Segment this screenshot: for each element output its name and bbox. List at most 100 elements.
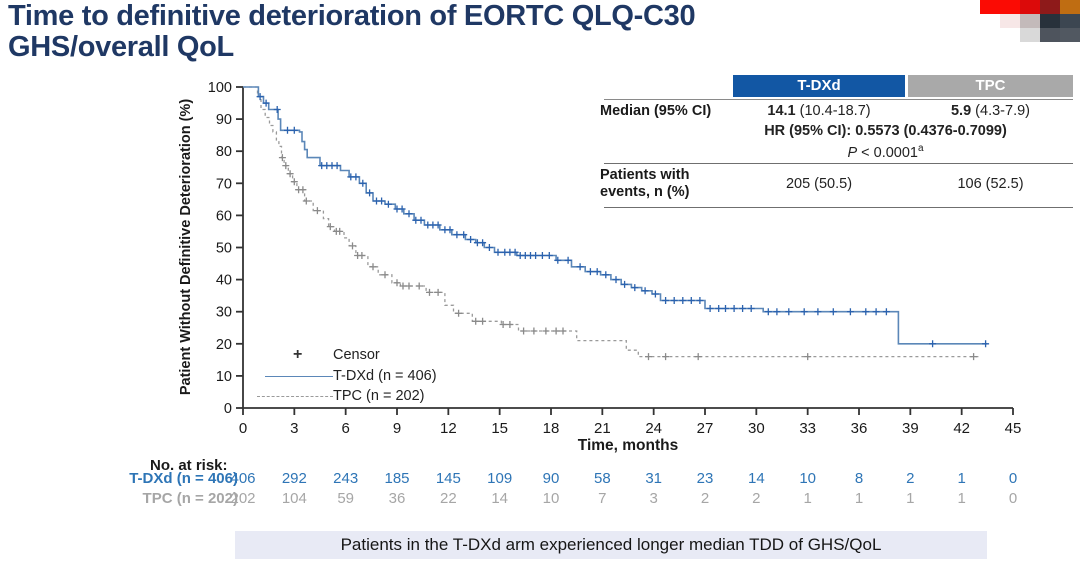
y-tick-label: 20	[216, 337, 232, 353]
x-tick-label: 3	[290, 420, 298, 437]
at-risk-value: 3	[649, 490, 657, 507]
y-tick-label: 90	[216, 112, 232, 128]
censor-mark	[679, 297, 687, 304]
p-value-line: P < 0.0001a	[718, 143, 1053, 161]
x-tick-label: 30	[748, 420, 765, 437]
censor-mark	[384, 200, 392, 208]
censor-mark	[499, 321, 507, 328]
censor-mark	[602, 271, 610, 279]
y-tick-label: 30	[216, 305, 232, 321]
censor-mark	[520, 327, 528, 335]
at-risk-value: 14	[491, 490, 508, 507]
events-row-label-line2: events, n (%)	[600, 184, 690, 200]
censor-mark	[554, 256, 562, 264]
censor-mark	[453, 231, 461, 239]
median-tpc-number: 5.9	[950, 103, 972, 119]
events-row-label-line1: Patients with	[600, 167, 690, 183]
censor-mark	[359, 179, 367, 187]
censor-mark	[398, 205, 406, 213]
censor-mark	[542, 327, 550, 335]
x-tick-label: 6	[341, 420, 349, 437]
censor-mark	[446, 226, 454, 234]
censor-mark	[286, 170, 294, 178]
at-risk-row-label-tpc: TPC (n = 202)	[142, 490, 238, 507]
median-row-label: Median (95% CI)	[600, 103, 712, 119]
censor-mark	[662, 353, 670, 361]
at-risk-value: 10	[799, 470, 816, 487]
censor-mark	[929, 340, 937, 348]
censor-mark	[631, 284, 639, 292]
page-title-line1: Time to definitive deterioration of EORT…	[8, 0, 696, 32]
at-risk-value: 1	[855, 490, 863, 507]
at-risk-value: 243	[333, 470, 358, 487]
logo-pixel	[1000, 14, 1020, 28]
censor-mark	[641, 287, 649, 295]
censor-mark	[545, 252, 553, 259]
censor-mark	[290, 178, 298, 186]
censor-mark	[426, 288, 433, 296]
censor-mark	[366, 189, 374, 197]
censor-mark	[621, 280, 629, 288]
median-tdxd-ci: (10.4-18.7)	[795, 103, 871, 119]
x-tick-label: 9	[393, 420, 401, 437]
censor-mark	[829, 308, 837, 316]
censor-mark	[846, 308, 854, 316]
censor-mark	[393, 279, 401, 287]
censor-mark	[302, 197, 310, 205]
censor-mark	[369, 263, 377, 271]
censor-mark	[256, 93, 264, 101]
legend-tpc-line-swatch	[257, 396, 333, 397]
x-tick-label: 21	[594, 420, 611, 437]
censor-mark	[552, 327, 560, 335]
at-risk-value: 145	[436, 470, 461, 487]
at-risk-value: 109	[487, 470, 512, 487]
censor-mark	[764, 308, 772, 316]
censor-mark	[290, 126, 298, 134]
logo-pixel	[1060, 28, 1080, 42]
at-risk-value: 22	[440, 490, 457, 507]
at-risk-value: 1	[906, 490, 914, 507]
censor-mark	[532, 252, 540, 259]
at-risk-value: 2	[752, 490, 760, 507]
censor-mark	[982, 340, 990, 348]
censor-mark	[472, 317, 480, 325]
legend-tdxd-label: T-DXd (n = 406)	[333, 368, 437, 384]
x-tick-label: 39	[902, 420, 919, 437]
median-tdxd-number: 14.1	[767, 103, 796, 119]
censor-mark	[381, 271, 389, 279]
x-tick-label: 0	[239, 420, 247, 437]
pixelated-logo	[980, 0, 1080, 42]
at-risk-value: 1	[957, 470, 965, 487]
censor-mark	[706, 305, 714, 312]
at-risk-value: 23	[697, 470, 714, 487]
logo-pixel	[1040, 14, 1060, 28]
censor-mark	[405, 282, 413, 290]
at-risk-value: 8	[855, 470, 863, 487]
logo-pixel	[1020, 0, 1040, 14]
stats-rule-bottom	[604, 207, 1073, 208]
censor-mark	[333, 162, 341, 170]
chart-legend: + Censor T-DXd (n = 406) TPC (n = 202)	[255, 346, 495, 412]
legend-censor-label: Censor	[333, 347, 380, 363]
stats-header-tpc: TPC	[908, 75, 1073, 97]
censor-mark	[800, 308, 808, 316]
logo-pixel	[1000, 28, 1020, 42]
censor-mark	[434, 221, 442, 229]
censor-mark	[399, 282, 407, 290]
legend-tpc-label: TPC (n = 202)	[333, 388, 425, 404]
y-tick-label: 40	[216, 273, 232, 289]
at-risk-value: 31	[645, 470, 662, 487]
censor-mark	[326, 223, 334, 231]
censor-mark	[696, 297, 704, 304]
logo-pixel	[1020, 14, 1040, 28]
at-risk-value: 36	[389, 490, 406, 507]
censor-mark	[715, 305, 723, 312]
censor-mark	[273, 106, 281, 113]
y-tick-label: 70	[216, 176, 232, 192]
censor-plus-icon: +	[293, 346, 303, 363]
at-risk-title: No. at risk:	[150, 457, 228, 474]
censor-mark	[415, 282, 423, 290]
hazard-ratio-line: HR (95% CI): 0.5573 (0.4376-0.7099)	[764, 123, 1007, 139]
stats-table: T-DXd TPC Median (95% CI) 14.1 (10.4-18.…	[598, 73, 1075, 213]
